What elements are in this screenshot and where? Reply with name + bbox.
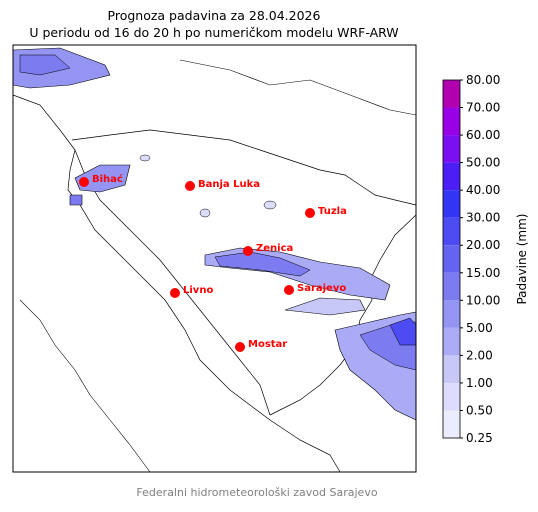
colorbar-tick-label: 20.00 [466, 238, 500, 252]
subtitle: U periodu od 16 do 20 h po numeričkom mo… [29, 25, 398, 40]
city-label: Zenica [256, 243, 293, 254]
colorbar-band [443, 80, 460, 108]
colorbar-band [443, 355, 460, 383]
colorbar-band [443, 190, 460, 218]
colorbar-tick-label: 1.00 [466, 376, 493, 390]
colorbar-tick-label: 10.00 [466, 293, 500, 307]
city-dot [284, 285, 294, 295]
colorbar-tick-label: 15.00 [466, 266, 500, 280]
city-label: Banja Luka [198, 179, 260, 190]
colorbar: 0.25 0.50 1.00 2.00 5.00 10.00 15.00 20.00 30.00… [442, 73, 500, 445]
colorbar-band [443, 245, 460, 273]
city-label: Sarajevo [297, 283, 346, 294]
colorbar-tick-label: 70.00 [466, 101, 500, 115]
colorbar-frame [442, 79, 461, 439]
precip-area [284, 297, 366, 316]
coastline [12, 94, 341, 473]
colorbar-label: Padavine (mm) [515, 213, 529, 304]
colorbar-band [443, 135, 460, 163]
precip-area [199, 208, 211, 218]
colorbar-band [443, 217, 460, 246]
city-dot [170, 288, 180, 298]
islands [19, 299, 151, 473]
colorbar-band [443, 410, 460, 438]
city-label: Bihać [92, 173, 123, 185]
border-far [179, 59, 417, 116]
colorbar-tick-label: 60.00 [466, 128, 500, 142]
city-label: Mostar [248, 339, 287, 350]
colorbar-tick-label: 30.00 [466, 211, 500, 225]
colorbar-tick-label: 5.00 [466, 321, 493, 335]
border-east [269, 214, 417, 416]
precip-area [263, 200, 277, 210]
city-dot [185, 181, 195, 191]
colorbar-band [443, 107, 460, 136]
precip-area [69, 194, 83, 206]
colorbar-band [443, 300, 460, 328]
city-dot [79, 177, 89, 187]
colorbar-tick-label: 2.00 [466, 348, 493, 362]
city-label: Tuzla [318, 206, 347, 217]
colorbar-tick-label: 50.00 [466, 156, 500, 170]
map-frame [12, 44, 417, 473]
precip-area [139, 154, 151, 162]
colorbar-band [443, 327, 460, 356]
precip-area [74, 164, 131, 193]
precip-area [214, 251, 311, 277]
colorbar-tick-label: 80.00 [466, 73, 500, 87]
colorbar-band [443, 162, 460, 191]
colorbar-tick-label: 40.00 [466, 183, 500, 197]
footer: Federalni hidrometeorološki zavod Saraje… [136, 486, 377, 499]
city-dot [235, 342, 245, 352]
city-dot [243, 246, 253, 256]
colorbar-tick-label: 0.50 [466, 403, 493, 417]
precip-area [19, 54, 71, 76]
city-label: Livno [183, 285, 213, 296]
colorbar-band [443, 382, 460, 411]
city-dot [305, 208, 315, 218]
colorbar-tick-label: 0.25 [466, 431, 493, 445]
map-area: Bihać Banja Luka Tuzla Zenica Livno Sara… [12, 44, 417, 473]
colorbar-band [443, 272, 460, 301]
title: Prognoza padavina za 28.04.2026 [108, 8, 321, 23]
border-north [71, 129, 417, 206]
